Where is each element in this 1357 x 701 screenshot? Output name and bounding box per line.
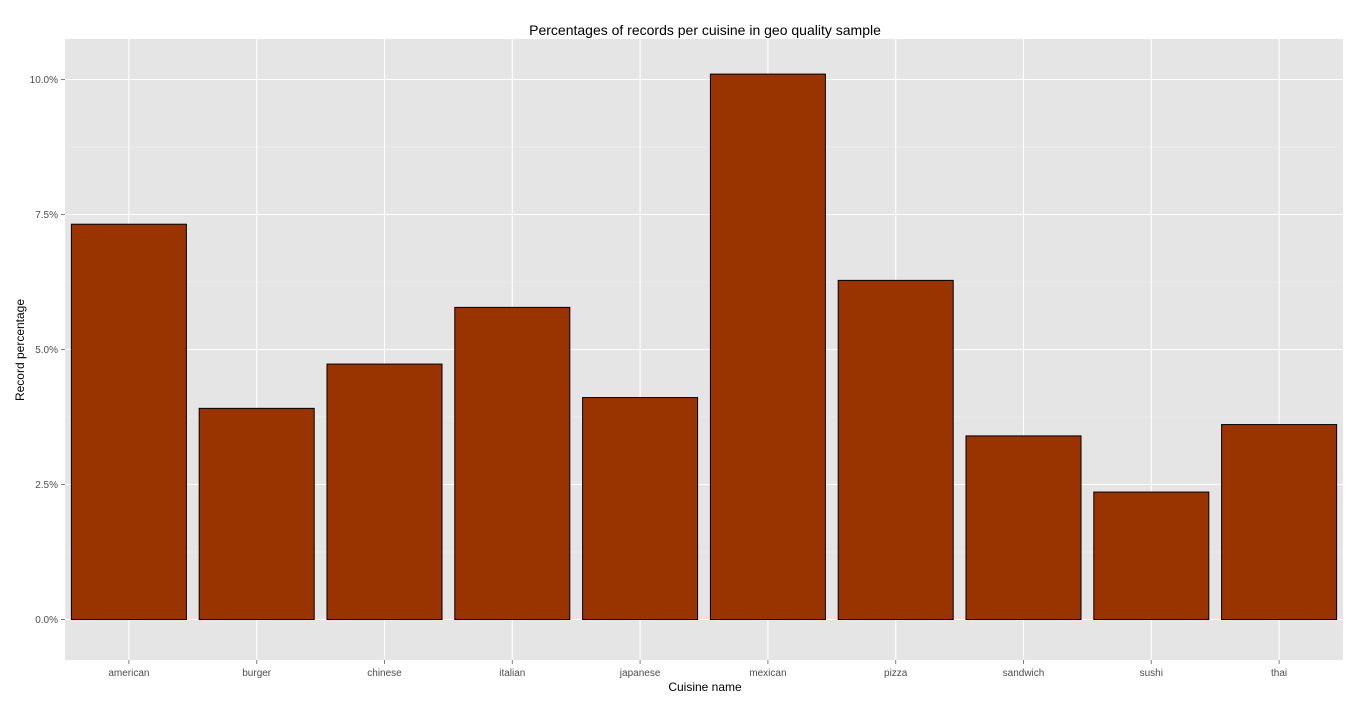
bar-pizza bbox=[837, 279, 954, 620]
bar-italian bbox=[454, 306, 571, 620]
y-tick-label: 10.0% bbox=[30, 75, 58, 86]
x-tick-label: sushi bbox=[1140, 668, 1163, 679]
x-tick-label: mexican bbox=[749, 668, 786, 679]
bars bbox=[70, 73, 1338, 621]
chart-title: Percentages of records per cuisine in ge… bbox=[529, 22, 881, 38]
bar-chinese bbox=[326, 363, 443, 620]
x-tick-label: burger bbox=[242, 668, 272, 679]
bar-sandwich bbox=[965, 435, 1082, 620]
bar-thai bbox=[1221, 424, 1338, 620]
x-tick-label: american bbox=[108, 668, 149, 679]
y-tick-label: 5.0% bbox=[35, 345, 58, 356]
bar-mexican bbox=[709, 73, 826, 621]
x-tick-label: sandwich bbox=[1003, 668, 1045, 679]
y-axis: 0.0% 2.5% 5.0% 7.5% 10.0% bbox=[30, 75, 65, 626]
y-tick-label: 2.5% bbox=[35, 480, 58, 491]
y-axis-title: Record percentage bbox=[13, 299, 27, 401]
bar-american bbox=[70, 223, 187, 620]
x-tick-label: pizza bbox=[884, 668, 908, 679]
x-axis-title: Cuisine name bbox=[668, 680, 742, 694]
x-tick-label: italian bbox=[499, 668, 525, 679]
bar-sushi bbox=[1093, 491, 1210, 620]
bar-japanese bbox=[582, 397, 699, 620]
x-axis: american burger chinese italian japanese mexi… bbox=[108, 660, 1287, 679]
y-tick-label: 7.5% bbox=[35, 210, 58, 221]
x-tick-label: japanese bbox=[619, 668, 661, 679]
bar-burger bbox=[198, 407, 315, 620]
x-tick-label: thai bbox=[1271, 668, 1287, 679]
y-tick-label: 0.0% bbox=[35, 615, 58, 626]
x-tick-label: chinese bbox=[367, 668, 402, 679]
